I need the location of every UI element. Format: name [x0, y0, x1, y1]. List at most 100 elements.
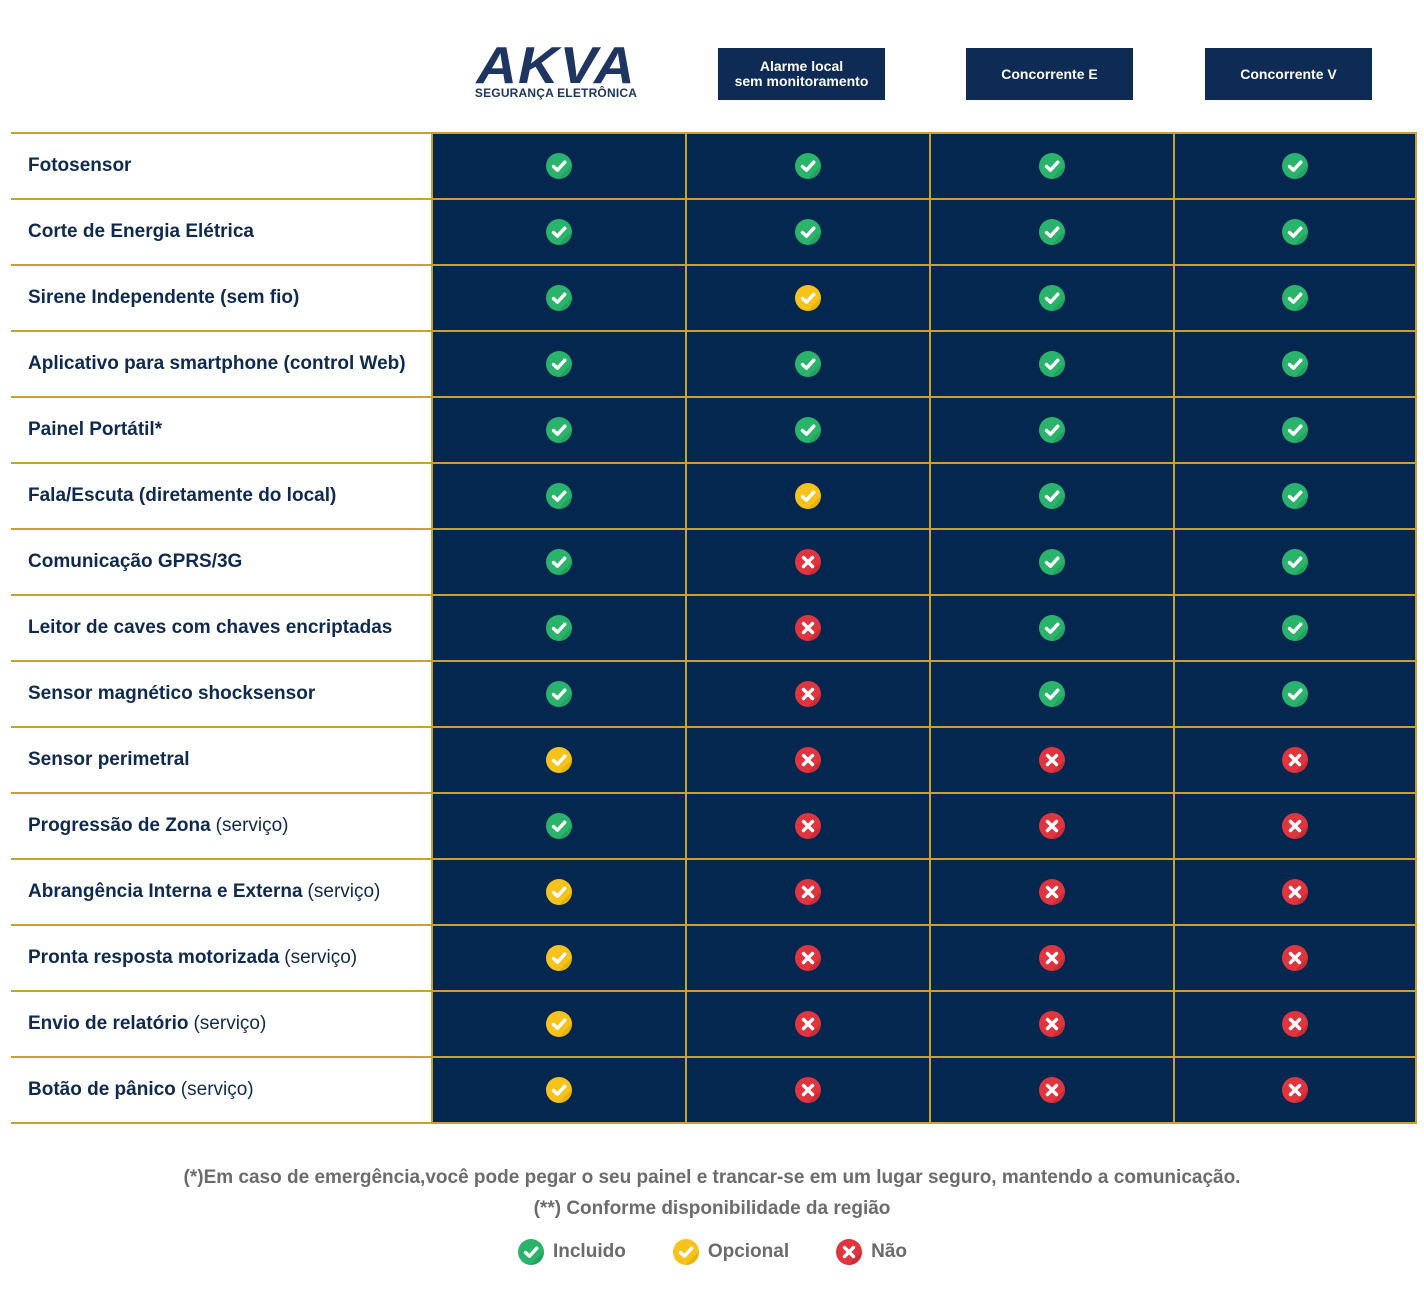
check-icon: [794, 482, 822, 510]
legend-item-optional: Opcional: [672, 1238, 789, 1266]
legend-label: Opcional: [707, 1241, 790, 1262]
footnotes: (*)Em caso de emergência,você pode pegar…: [0, 1162, 1424, 1224]
check-icon: [1281, 614, 1309, 642]
status-cell: [1173, 398, 1417, 462]
column-header-line1: Alarme local: [759, 58, 844, 74]
x-icon: [794, 548, 822, 576]
table-row: Fala/Escuta (diretamente do local): [11, 462, 1417, 528]
feature-label: Envio de relatório (serviço): [11, 992, 431, 1056]
x-icon: [1281, 812, 1309, 840]
check-icon: [1281, 680, 1309, 708]
check-icon: [1038, 614, 1066, 642]
x-icon: [794, 944, 822, 972]
column-header-concorrente-v: Concorrente V: [1205, 48, 1372, 100]
table-row: Pronta resposta motorizada (serviço): [11, 924, 1417, 990]
x-icon: [1281, 1076, 1309, 1104]
x-icon: [1281, 746, 1309, 774]
status-cell: [685, 464, 929, 528]
status-cell: [929, 134, 1173, 198]
status-cell: [1173, 266, 1417, 330]
feature-label: Corte de Energia Elétrica: [11, 200, 431, 264]
feature-note: (serviço): [180, 1079, 254, 1100]
check-icon: [1038, 548, 1066, 576]
status-cell: [685, 266, 929, 330]
status-cell: [1173, 1058, 1417, 1122]
feature-name: Comunicação GPRS/3G: [28, 551, 243, 572]
check-icon: [1281, 548, 1309, 576]
status-cell: [1173, 794, 1417, 858]
status-cell: [431, 398, 685, 462]
feature-name: Sensor perimetral: [28, 749, 190, 770]
status-cell: [929, 596, 1173, 660]
check-icon: [545, 152, 573, 180]
status-cell: [685, 134, 929, 198]
feature-label: Fotosensor: [11, 134, 431, 198]
feature-name: Progressão de Zona: [28, 815, 211, 836]
feature-name: Pronta resposta motorizada: [28, 947, 280, 968]
check-icon: [1038, 152, 1066, 180]
status-cell: [1173, 728, 1417, 792]
check-icon: [545, 416, 573, 444]
feature-name: Sensor magnético shocksensor: [28, 683, 316, 704]
check-icon: [545, 350, 573, 378]
x-icon: [794, 746, 822, 774]
check-icon: [517, 1238, 545, 1266]
x-icon: [1281, 944, 1309, 972]
status-cell: [929, 662, 1173, 726]
check-icon: [545, 1010, 573, 1038]
status-cell: [1173, 134, 1417, 198]
footnote-2: (**) Conforme disponibilidade da região: [533, 1198, 891, 1219]
table-row: Fotosensor: [11, 132, 1417, 198]
status-cell: [1173, 464, 1417, 528]
logo-text: AKVA: [476, 37, 636, 95]
status-cell: [685, 992, 929, 1056]
table-row: Painel Portátil*: [11, 396, 1417, 462]
x-icon: [1038, 1076, 1066, 1104]
status-cell: [685, 662, 929, 726]
table-row: Comunicação GPRS/3G: [11, 528, 1417, 594]
check-icon: [1038, 350, 1066, 378]
check-icon: [1281, 416, 1309, 444]
column-header-concorrente-e: Concorrente E: [966, 48, 1133, 100]
status-cell: [929, 464, 1173, 528]
status-cell: [685, 596, 929, 660]
check-icon: [1281, 284, 1309, 312]
table-row: Abrangência Interna e Externa (serviço): [11, 858, 1417, 924]
logo-subtext: SEGURANÇA ELETRÔNICA: [474, 86, 638, 100]
table-row: Aplicativo para smartphone (control Web): [11, 330, 1417, 396]
feature-label: Progressão de Zona (serviço): [11, 794, 431, 858]
feature-label: Comunicação GPRS/3G: [11, 530, 431, 594]
feature-name: Fala/Escuta (diretamente do local): [28, 485, 337, 506]
feature-label: Aplicativo para smartphone (control Web): [11, 332, 431, 396]
table-row: Sensor magnético shocksensor: [11, 660, 1417, 726]
check-icon: [1038, 218, 1066, 246]
check-icon: [545, 878, 573, 906]
check-icon: [545, 944, 573, 972]
x-icon: [1038, 1010, 1066, 1038]
feature-name: Botão de pânico: [28, 1079, 176, 1100]
table-row: Botão de pânico (serviço): [11, 1056, 1417, 1124]
status-cell: [685, 332, 929, 396]
status-cell: [929, 398, 1173, 462]
feature-name: Abrangência Interna e Externa: [28, 881, 303, 902]
status-cell: [929, 728, 1173, 792]
status-cell: [929, 794, 1173, 858]
x-icon: [1038, 944, 1066, 972]
status-cell: [1173, 332, 1417, 396]
check-icon: [1038, 284, 1066, 312]
legend-item-included: Incluido: [517, 1238, 626, 1266]
status-cell: [431, 992, 685, 1056]
feature-label: Sirene Independente (sem fio): [11, 266, 431, 330]
feature-label: Sensor magnético shocksensor: [11, 662, 431, 726]
check-icon: [794, 152, 822, 180]
x-icon: [835, 1238, 863, 1266]
status-cell: [685, 200, 929, 264]
feature-label: Leitor de caves com chaves encriptadas: [11, 596, 431, 660]
check-icon: [545, 680, 573, 708]
status-cell: [431, 926, 685, 990]
column-header-alarme-local: Alarme local sem monitoramento: [718, 48, 885, 100]
status-cell: [1173, 596, 1417, 660]
legend-label: Incluido: [552, 1241, 626, 1262]
legend-label: Não: [871, 1241, 908, 1262]
status-cell: [431, 266, 685, 330]
